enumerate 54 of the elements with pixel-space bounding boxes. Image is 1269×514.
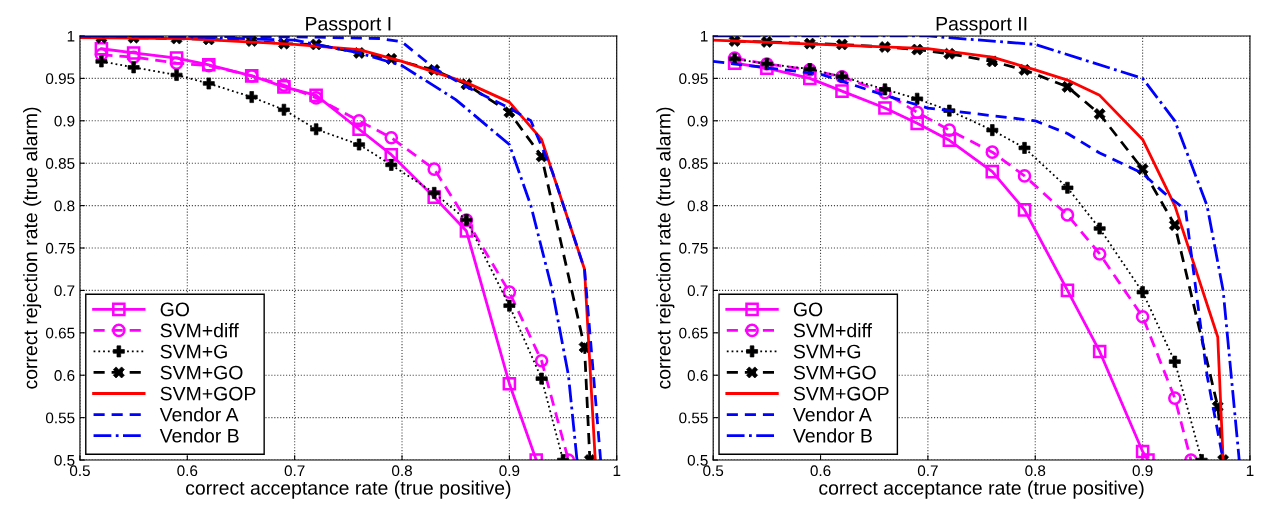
- x-axis-title: correct acceptance rate (true positive): [185, 480, 511, 499]
- y-tick-label: 0.65: [679, 327, 708, 339]
- x-tick-label: 1: [613, 465, 621, 476]
- legend-label: SVM+G: [793, 344, 861, 359]
- y-tick-label: 0.55: [679, 412, 708, 424]
- legend-label: GO: [793, 302, 823, 317]
- legend-label: Vendor A: [792, 407, 872, 422]
- y-tick-label: 0.7: [687, 285, 708, 297]
- y-axis-title: correct rejection rate (true alarm): [23, 107, 42, 389]
- y-tick-label: 0.9: [687, 115, 708, 127]
- legend-label: Vendor B: [792, 428, 872, 443]
- legend-label: Vendor B: [159, 428, 239, 443]
- legend-label: SVM+G: [160, 344, 227, 359]
- y-tick-label: 0.65: [45, 327, 75, 339]
- x-tick-label: 0.8: [1025, 465, 1046, 477]
- y-tick-label: 1: [700, 31, 708, 42]
- y-tick-label: 0.7: [54, 285, 75, 297]
- chart-title: Passport I: [306, 17, 391, 35]
- y-tick-label: 0.8: [687, 200, 708, 212]
- x-tick-label: 0.9: [499, 465, 520, 477]
- x-tick-label: 0.6: [177, 465, 198, 477]
- y-tick-label: 0.55: [45, 412, 75, 424]
- x-axis-title: correct acceptance rate (true positive): [819, 480, 1144, 499]
- y-tick-label: 0.8: [54, 200, 75, 212]
- legend-label: SVM+diff: [160, 323, 239, 338]
- legend-label: SVM+GOP: [793, 386, 889, 401]
- y-tick-label: 0.85: [45, 158, 75, 169]
- legend-label: Vendor A: [159, 407, 239, 422]
- x-tick-label: 0.7: [284, 465, 305, 477]
- x-tick-label: 1: [1246, 465, 1254, 476]
- y-tick-label: 0.95: [679, 73, 708, 85]
- y-tick-label: 1: [67, 31, 75, 42]
- legend-label: SVM+GO: [160, 365, 243, 380]
- y-tick-label: 0.5: [687, 454, 708, 466]
- y-tick-label: 0.5: [54, 454, 75, 466]
- y-tick-label: 0.85: [679, 158, 708, 169]
- legend-label: SVM+GOP: [160, 386, 256, 401]
- x-tick-label: 0.7: [917, 465, 938, 477]
- y-tick-label: 0.75: [45, 242, 75, 254]
- legend-label: SVM+diff: [793, 323, 873, 338]
- y-axis-title: correct rejection rate (true alarm): [656, 107, 675, 389]
- x-tick-label: 0.5: [703, 465, 724, 477]
- y-tick-label: 0.75: [679, 242, 708, 254]
- y-tick-label: 0.6: [54, 370, 75, 381]
- x-tick-label: 0.8: [392, 465, 412, 477]
- y-tick-label: 0.6: [687, 370, 708, 381]
- x-tick-label: 0.6: [810, 465, 831, 477]
- y-tick-label: 0.95: [45, 73, 75, 85]
- x-tick-label: 0.5: [69, 465, 90, 477]
- x-tick-label: 0.9: [1132, 465, 1153, 477]
- legend-label: GO: [160, 302, 189, 317]
- legend-label: SVM+GO: [793, 365, 876, 380]
- chart-title: Passport II: [936, 17, 1027, 35]
- y-tick-label: 0.9: [54, 115, 75, 127]
